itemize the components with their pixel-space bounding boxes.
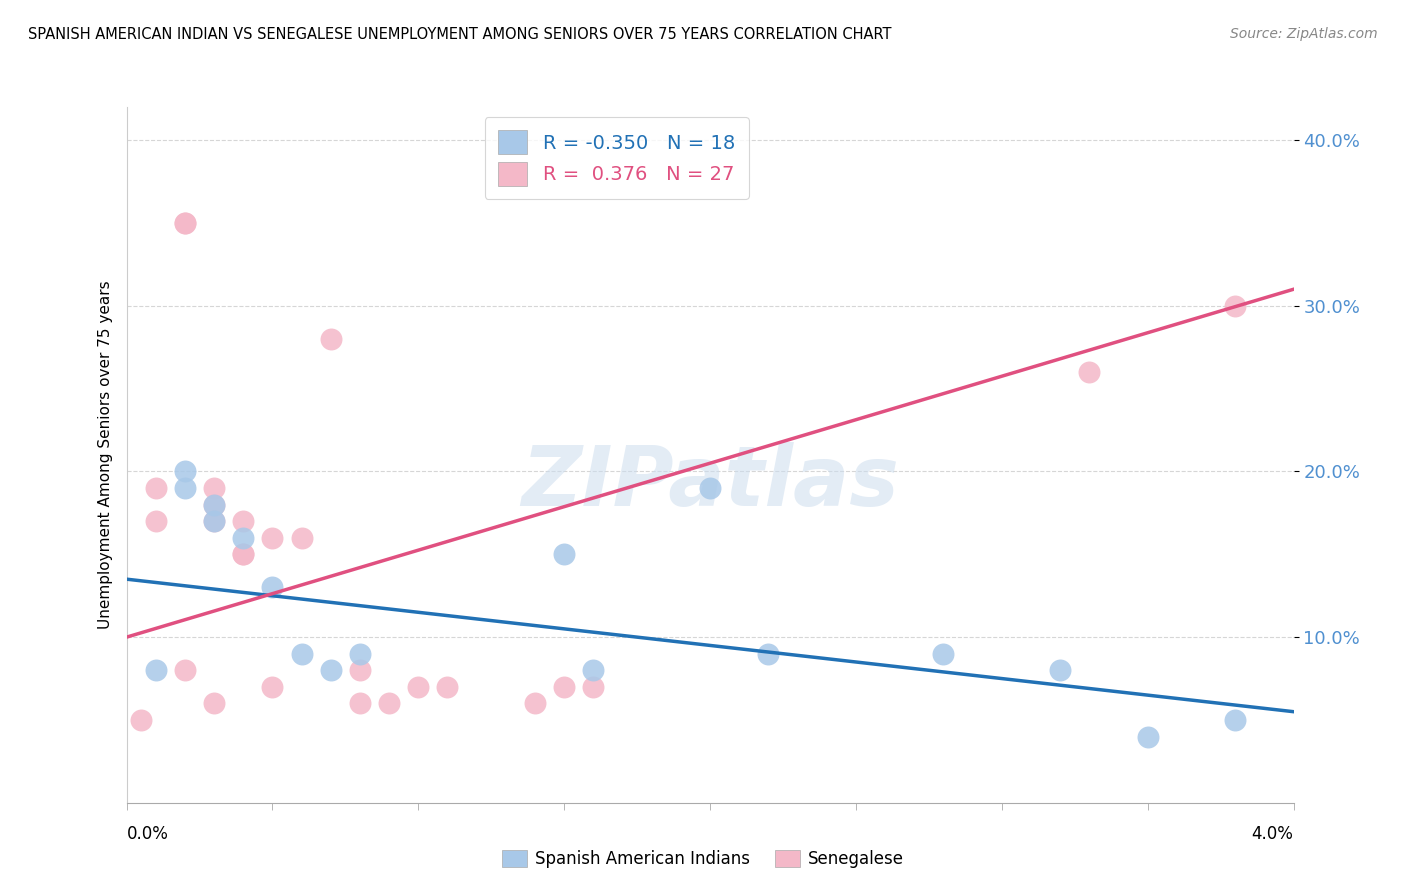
Point — [1078, 365, 1101, 379]
Point — [1136, 730, 1159, 744]
Point — [932, 647, 955, 661]
Point — [202, 514, 225, 528]
Point — [174, 465, 197, 479]
Point — [232, 547, 254, 561]
Point — [174, 216, 197, 230]
Point — [129, 713, 152, 727]
Y-axis label: Unemployment Among Seniors over 75 years: Unemployment Among Seniors over 75 years — [97, 281, 112, 629]
Point — [349, 663, 371, 677]
Point — [553, 680, 575, 694]
Point — [582, 680, 605, 694]
Point — [262, 680, 284, 694]
Point — [145, 481, 167, 495]
Point — [262, 531, 284, 545]
Point — [408, 680, 430, 694]
Point — [378, 697, 401, 711]
Point — [1223, 713, 1247, 727]
Text: 0.0%: 0.0% — [127, 825, 169, 843]
Point — [232, 531, 254, 545]
Point — [319, 663, 342, 677]
Point — [349, 697, 371, 711]
Point — [1049, 663, 1071, 677]
Legend: Spanish American Indians, Senegalese: Spanish American Indians, Senegalese — [495, 843, 911, 875]
Text: 4.0%: 4.0% — [1251, 825, 1294, 843]
Point — [232, 547, 254, 561]
Point — [145, 663, 167, 677]
Point — [202, 498, 225, 512]
Text: Source: ZipAtlas.com: Source: ZipAtlas.com — [1230, 27, 1378, 41]
Point — [202, 697, 225, 711]
Text: SPANISH AMERICAN INDIAN VS SENEGALESE UNEMPLOYMENT AMONG SENIORS OVER 75 YEARS C: SPANISH AMERICAN INDIAN VS SENEGALESE UN… — [28, 27, 891, 42]
Point — [319, 332, 342, 346]
Point — [174, 216, 197, 230]
Point — [202, 498, 225, 512]
Point — [174, 663, 197, 677]
Point — [202, 514, 225, 528]
Point — [290, 647, 312, 661]
Point — [582, 663, 605, 677]
Point — [756, 647, 779, 661]
Point — [436, 680, 458, 694]
Point — [232, 514, 254, 528]
Point — [290, 531, 312, 545]
Point — [349, 647, 371, 661]
Point — [174, 481, 197, 495]
Point — [202, 481, 225, 495]
Text: ZIPatlas: ZIPatlas — [522, 442, 898, 524]
Point — [262, 581, 284, 595]
Point — [699, 481, 721, 495]
Legend: R = -0.350   N = 18, R =  0.376   N = 27: R = -0.350 N = 18, R = 0.376 N = 27 — [485, 117, 749, 199]
Point — [553, 547, 575, 561]
Point — [145, 514, 167, 528]
Point — [523, 697, 546, 711]
Point — [1223, 299, 1247, 313]
